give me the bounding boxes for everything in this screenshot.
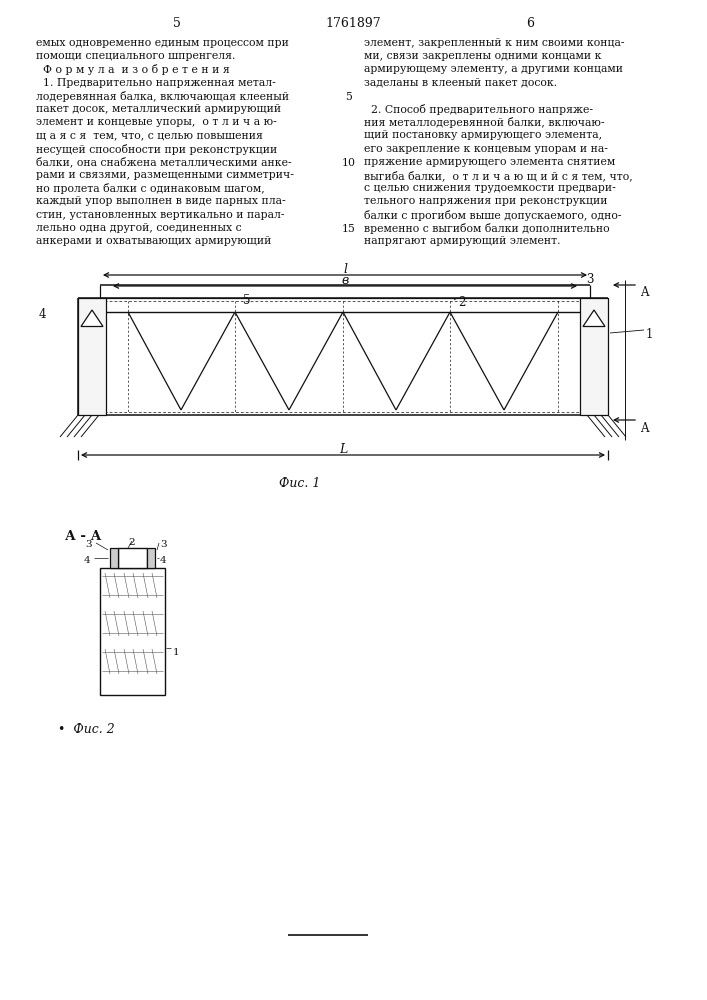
Text: с целью снижения трудоемкости предвари-: с целью снижения трудоемкости предвари- bbox=[364, 183, 616, 193]
Text: 1761897: 1761897 bbox=[325, 17, 381, 30]
Text: заделаны в клееный пакет досок.: заделаны в клееный пакет досок. bbox=[364, 78, 557, 88]
Text: 2. Способ предварительного напряже-: 2. Способ предварительного напряже- bbox=[364, 104, 593, 115]
Text: его закрепление к концевым упорам и на-: его закрепление к концевым упорам и на- bbox=[364, 144, 608, 154]
Text: 3: 3 bbox=[160, 540, 167, 549]
Bar bbox=[147, 548, 155, 568]
Polygon shape bbox=[81, 310, 103, 326]
Text: 2: 2 bbox=[458, 296, 465, 309]
Text: 2: 2 bbox=[129, 538, 135, 547]
Text: 5: 5 bbox=[346, 92, 352, 102]
Text: щ а я с я  тем, что, с целью повышения: щ а я с я тем, что, с целью повышения bbox=[36, 130, 263, 140]
Text: A: A bbox=[640, 422, 648, 435]
Text: 3: 3 bbox=[586, 273, 594, 286]
Text: помощи специального шпренгеля.: помощи специального шпренгеля. bbox=[36, 51, 235, 61]
Text: А - А: А - А bbox=[65, 530, 101, 543]
Text: стин, установленных вертикально и парал-: стин, установленных вертикально и парал- bbox=[36, 210, 284, 220]
Bar bbox=[110, 548, 118, 568]
Text: 10: 10 bbox=[342, 158, 356, 168]
Text: выгиба балки,  о т л и ч а ю щ и й с я тем, что,: выгиба балки, о т л и ч а ю щ и й с я те… bbox=[364, 170, 633, 181]
Text: щий постановку армирующего элемента,: щий постановку армирующего элемента, bbox=[364, 130, 602, 140]
Text: балки с прогибом выше допускаемого, одно-: балки с прогибом выше допускаемого, одно… bbox=[364, 210, 621, 221]
Text: рами и связями, размещенными симметрич-: рами и связями, размещенными симметрич- bbox=[36, 170, 294, 180]
Text: лодеревянная балка, включающая клееный: лодеревянная балка, включающая клееный bbox=[36, 91, 289, 102]
Text: армирующему элементу, а другими концами: армирующему элементу, а другими концами bbox=[364, 64, 623, 74]
Text: •  Фис. 2: • Фис. 2 bbox=[58, 723, 115, 736]
Text: 4: 4 bbox=[83, 556, 90, 565]
Text: пакет досок, металлический армирующий: пакет досок, металлический армирующий bbox=[36, 104, 281, 114]
Polygon shape bbox=[583, 310, 605, 326]
Text: 6: 6 bbox=[526, 17, 534, 30]
Text: Ф о р м у л а  и з о б р е т е н и я: Ф о р м у л а и з о б р е т е н и я bbox=[36, 64, 230, 75]
Text: ми, связи закреплены одними концами к: ми, связи закреплены одними концами к bbox=[364, 51, 602, 61]
Text: L: L bbox=[339, 443, 347, 456]
Bar bbox=[78, 298, 106, 415]
Text: элемент, закрепленный к ним своими конца-: элемент, закрепленный к ним своими конца… bbox=[364, 38, 624, 48]
Bar bbox=[580, 298, 608, 415]
Text: в: в bbox=[341, 274, 349, 287]
Text: емых одновременно единым процессом при: емых одновременно единым процессом при bbox=[36, 38, 289, 48]
Text: но пролета балки с одинаковым шагом,: но пролета балки с одинаковым шагом, bbox=[36, 183, 264, 194]
Text: A: A bbox=[640, 286, 648, 299]
Text: каждый упор выполнен в виде парных пла-: каждый упор выполнен в виде парных пла- bbox=[36, 196, 286, 206]
Text: Фис. 1: Фис. 1 bbox=[279, 477, 321, 490]
Text: анкерами и охватывающих армирующий: анкерами и охватывающих армирующий bbox=[36, 236, 271, 246]
Text: балки, она снабжена металлическими анке-: балки, она снабжена металлическими анке- bbox=[36, 157, 291, 168]
Text: 5: 5 bbox=[243, 294, 250, 307]
Text: l: l bbox=[343, 263, 347, 276]
Text: ния металлодеревянной балки, включаю-: ния металлодеревянной балки, включаю- bbox=[364, 117, 604, 128]
Text: 3: 3 bbox=[86, 540, 92, 549]
Text: 1: 1 bbox=[646, 328, 653, 341]
Text: 1: 1 bbox=[173, 648, 180, 657]
Text: 4: 4 bbox=[160, 556, 167, 565]
Bar bbox=[100, 568, 165, 695]
Text: напрягают армирующий элемент.: напрягают армирующий элемент. bbox=[364, 236, 561, 246]
Text: элемент и концевые упоры,  о т л и ч а ю-: элемент и концевые упоры, о т л и ч а ю- bbox=[36, 117, 276, 127]
Text: несущей способности при реконструкции: несущей способности при реконструкции bbox=[36, 144, 277, 155]
Text: временно с выгибом балки дополнительно: временно с выгибом балки дополнительно bbox=[364, 223, 609, 234]
Bar bbox=[118, 548, 147, 568]
Text: 1. Предварительно напряженная метал-: 1. Предварительно напряженная метал- bbox=[36, 78, 276, 88]
Text: 5: 5 bbox=[173, 17, 181, 30]
Text: 15: 15 bbox=[342, 224, 356, 234]
Text: лельно одна другой, соединенных с: лельно одна другой, соединенных с bbox=[36, 223, 242, 233]
Text: 4: 4 bbox=[38, 308, 46, 321]
Text: пряжение армирующего элемента снятием: пряжение армирующего элемента снятием bbox=[364, 157, 615, 167]
Text: тельного напряжения при реконструкции: тельного напряжения при реконструкции bbox=[364, 196, 607, 206]
